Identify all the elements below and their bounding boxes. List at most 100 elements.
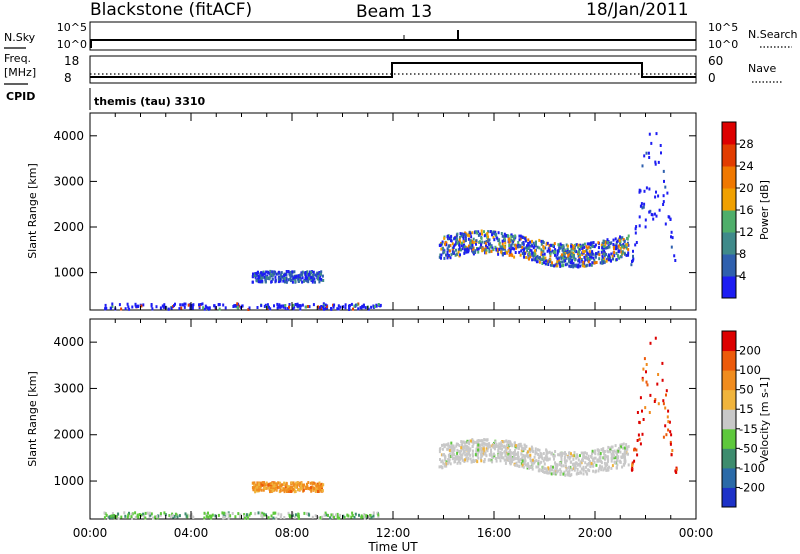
velocity-scatter-point [480, 457, 482, 461]
power-scatter-point [293, 274, 296, 278]
power-scatter-point [257, 279, 260, 283]
power-scatter-point [454, 242, 457, 246]
power-scatter-point [451, 242, 454, 246]
power-scatter-point [266, 276, 269, 279]
power-scatter-point [348, 304, 351, 307]
power-scatter-point [111, 302, 114, 306]
velocity-scatter-point [507, 456, 510, 460]
velocity-scatter-point [458, 449, 461, 453]
power-scatter-point [524, 239, 527, 243]
velocity-scatter-point [264, 483, 267, 487]
power-scatter-point [273, 304, 275, 308]
velocity-scatter-point [438, 448, 441, 451]
velocity-scatter-point [514, 463, 517, 467]
power-scatter-point [593, 261, 596, 265]
velocity-scatter-point [483, 458, 486, 461]
velocity-scatter-point [547, 467, 550, 471]
power-scatter-point [565, 243, 568, 247]
velocity-scatter-point [296, 514, 299, 518]
power-scatter-point [460, 244, 463, 248]
velocity-scatter-point [300, 487, 303, 491]
power-scatter-point [529, 255, 532, 259]
velocity-scatter-point [524, 454, 527, 458]
velocity-scatter-point [445, 443, 448, 447]
velocity-scatter-point [369, 513, 372, 517]
velocity-scatter-point [571, 468, 574, 472]
power-scatter-point [268, 276, 271, 280]
velocity-scatter-point [513, 441, 516, 445]
power-scatter-point [491, 246, 494, 250]
power-scatter-point [302, 279, 305, 283]
velocity-scatter-point [586, 463, 589, 467]
power-scatter-point [462, 240, 465, 244]
velocity-scatter-point [294, 490, 297, 493]
power-scatter-point [285, 270, 288, 273]
velocity-scatter-point [633, 459, 636, 463]
power-colorbar-seg-4 [722, 188, 736, 211]
power-scatter-point [183, 305, 186, 309]
velocity-scatter-point [302, 488, 305, 492]
power-scatter-point [120, 307, 123, 311]
velocity-scatter-point [363, 516, 366, 520]
velocity-scatter-point [234, 515, 237, 519]
power-scatter-point [565, 256, 568, 260]
velocity-scatter-point [486, 438, 489, 442]
velocity-scatter-point [570, 454, 573, 458]
power-scatter-point [648, 210, 651, 214]
velocity-scatter-point [336, 516, 339, 520]
power-scatter-point [638, 224, 641, 228]
power-scatter-point [643, 154, 646, 158]
power-scatter-point [492, 236, 495, 239]
velocity-scatter-point [636, 439, 639, 442]
power-scatter-point [556, 264, 559, 268]
power-scatter-point [279, 275, 282, 279]
power-scatter-point [543, 260, 546, 264]
power-scatter-point [655, 190, 657, 194]
power-scatter-point [572, 245, 575, 248]
velocity-scatter-point [499, 452, 502, 456]
velocity-scatter-point [113, 514, 116, 517]
velocity-scatter-point [173, 514, 176, 518]
power-scatter-point [288, 271, 291, 275]
power-scatter-point [575, 263, 578, 267]
power-scatter-point [339, 305, 342, 309]
velocity-scatter-point [592, 464, 595, 468]
velocity-scatter-point [540, 452, 543, 456]
velocity-scatter-point [486, 442, 488, 446]
velocity-scatter-point [512, 457, 515, 461]
velocity-scatter-point [448, 444, 451, 448]
velocity-scatter-point [315, 484, 318, 488]
power-scatter-point [207, 306, 210, 310]
velocity-scatter-point [505, 439, 508, 443]
power-scatter-point [654, 162, 657, 166]
power-scatter-point [664, 185, 667, 189]
power-scatter-point [583, 264, 586, 268]
velocity-scatter-point [613, 449, 616, 453]
velocity-scatter-point [521, 447, 524, 451]
velocity-scatter-point [586, 472, 589, 476]
freq-left-tick-bottom: 8 [64, 71, 72, 85]
velocity-scatter-point [338, 516, 341, 520]
power-scatter-point [583, 255, 586, 259]
velocity-scatter-point [483, 460, 485, 464]
velocity-scatter-point [295, 481, 298, 485]
velocity-scatter-point [557, 469, 560, 473]
power-scatter-point [581, 259, 584, 263]
power-scatter-point [293, 270, 296, 274]
velocity-scatter-point [517, 447, 520, 450]
velocity-scatter-point [566, 470, 569, 474]
velocity-scatter-point [466, 459, 469, 463]
power-scatter-point [538, 246, 541, 250]
velocity-scatter-point [623, 458, 626, 461]
power-scatter-point [552, 243, 555, 247]
power-scatter-point [277, 270, 280, 274]
velocity-scatter-point [516, 456, 519, 460]
velocity-scatter-point [656, 382, 659, 386]
velocity-scatter-point [453, 446, 456, 450]
velocity-scatter-point [653, 400, 656, 403]
power-scatter-point [375, 303, 378, 307]
velocity-scatter-point [614, 456, 617, 460]
power-scatter-point [198, 303, 200, 307]
velocity-scatter-point [249, 511, 252, 515]
power-scatter-point [618, 249, 621, 253]
